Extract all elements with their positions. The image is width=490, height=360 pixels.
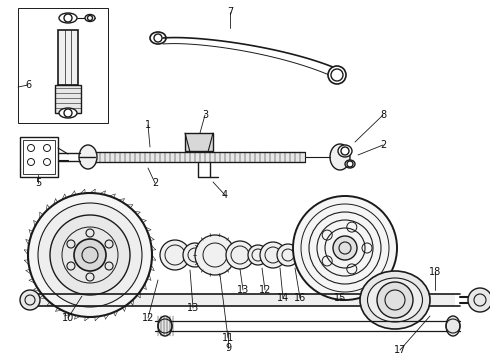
Circle shape: [50, 215, 130, 295]
Text: 9: 9: [225, 343, 231, 353]
Ellipse shape: [338, 145, 352, 157]
Ellipse shape: [330, 144, 350, 170]
Text: 14: 14: [277, 293, 289, 303]
Ellipse shape: [328, 66, 346, 84]
Text: 13: 13: [237, 285, 249, 295]
Ellipse shape: [59, 108, 77, 118]
Text: 7: 7: [227, 7, 233, 17]
Circle shape: [260, 242, 286, 268]
Ellipse shape: [59, 13, 77, 23]
Text: 4: 4: [222, 190, 228, 200]
Bar: [58, 30, 78, 85]
Bar: [23, 140, 55, 174]
Circle shape: [293, 196, 397, 300]
Text: 11: 11: [222, 333, 234, 343]
Circle shape: [74, 239, 106, 271]
Text: 13: 13: [187, 303, 199, 313]
Bar: [35, 294, 455, 306]
Circle shape: [248, 245, 268, 265]
Bar: [20, 137, 58, 177]
Ellipse shape: [368, 278, 422, 322]
Bar: [18, 8, 108, 123]
Circle shape: [468, 288, 490, 312]
Circle shape: [377, 282, 413, 318]
Ellipse shape: [158, 316, 172, 336]
Text: 15: 15: [334, 293, 346, 303]
Ellipse shape: [79, 145, 97, 169]
Circle shape: [183, 243, 207, 267]
Ellipse shape: [446, 316, 460, 336]
Ellipse shape: [360, 271, 430, 329]
Circle shape: [333, 236, 357, 260]
Circle shape: [160, 240, 190, 270]
Bar: [55, 85, 81, 113]
Text: 18: 18: [429, 267, 441, 277]
Bar: [185, 133, 213, 151]
Text: 6: 6: [25, 80, 31, 90]
Bar: [95, 152, 305, 162]
Text: 12: 12: [259, 285, 271, 295]
Circle shape: [20, 290, 40, 310]
Text: 2: 2: [380, 140, 386, 150]
Text: 2: 2: [152, 178, 158, 188]
Text: 17: 17: [394, 345, 406, 355]
Text: 1: 1: [145, 120, 151, 130]
Ellipse shape: [345, 160, 355, 168]
Text: 16: 16: [294, 293, 306, 303]
Circle shape: [226, 241, 254, 269]
Circle shape: [277, 244, 299, 266]
Text: 8: 8: [380, 110, 386, 120]
Text: 10: 10: [62, 313, 74, 323]
Ellipse shape: [150, 32, 166, 44]
Text: 5: 5: [35, 178, 41, 188]
Ellipse shape: [85, 14, 95, 22]
Circle shape: [28, 193, 152, 317]
Circle shape: [195, 235, 235, 275]
Circle shape: [38, 203, 142, 307]
Text: 12: 12: [142, 313, 154, 323]
Text: 3: 3: [202, 110, 208, 120]
